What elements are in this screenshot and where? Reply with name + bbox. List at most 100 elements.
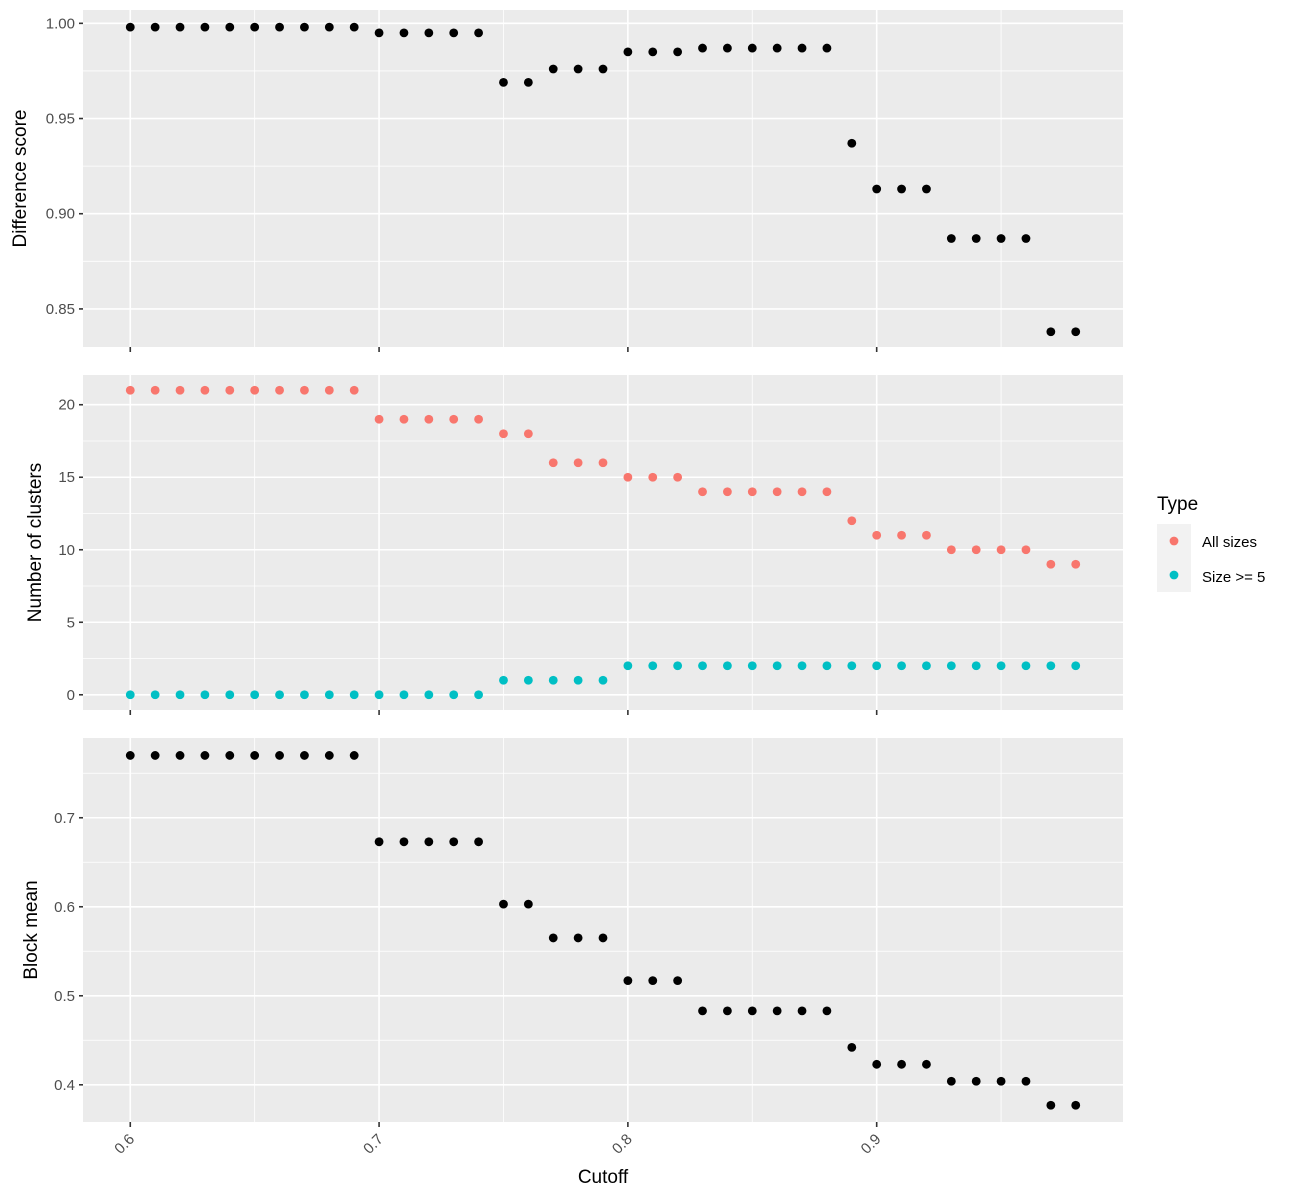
data-point: [374, 414, 384, 424]
data-point: [822, 43, 832, 53]
data-point: [324, 751, 334, 760]
data-point: [349, 385, 359, 395]
data-point: [548, 458, 558, 468]
data-point: [996, 545, 1006, 555]
data-point: [996, 234, 1006, 243]
y-tick-label: 10: [58, 542, 75, 559]
block-mean-panel: 0.4 0.5 0.6 0.7 Block mean: [21, 738, 1123, 1127]
data-point: [1046, 559, 1056, 569]
data-point: [523, 77, 533, 87]
data-point: [673, 976, 683, 986]
data-point: [648, 47, 658, 57]
y-tick-label: 1.00: [46, 15, 75, 32]
data-point: [374, 837, 384, 847]
data-point: [449, 837, 459, 847]
data-point: [175, 690, 185, 700]
legend-title: Type: [1157, 494, 1198, 515]
data-point: [424, 690, 434, 700]
x-axis: 0.6 0.7 0.8 0.9: [111, 1131, 884, 1158]
data-point: [698, 1006, 707, 1016]
data-point: [548, 933, 558, 943]
data-point: [922, 1059, 931, 1069]
number-of-clusters-panel: 0 5 10 15 20 Number of clusters: [25, 375, 1123, 715]
data-point: [623, 47, 633, 57]
data-point: [772, 487, 782, 497]
data-point: [946, 234, 956, 243]
data-point: [847, 138, 857, 148]
y-tick-label: 0.4: [54, 1077, 75, 1094]
data-point: [523, 675, 533, 685]
data-point: [1021, 545, 1031, 555]
panel-background: [83, 738, 1123, 1122]
data-point: [374, 690, 384, 700]
data-point: [1046, 661, 1056, 671]
data-point: [200, 751, 210, 760]
y-tick-label: 0.85: [46, 301, 75, 318]
legend-label-all-sizes: All sizes: [1202, 534, 1257, 551]
panel-background: [83, 10, 1123, 347]
y-tick-label: 0.6: [54, 899, 75, 916]
legend-item-all-sizes: All sizes: [1157, 524, 1257, 558]
data-point: [1046, 1100, 1056, 1110]
data-point: [822, 487, 832, 497]
y-tick-label: 20: [58, 397, 75, 414]
data-point: [449, 414, 459, 424]
data-point: [474, 28, 483, 38]
data-point: [573, 675, 583, 685]
data-point: [996, 661, 1006, 671]
data-point: [324, 385, 334, 395]
data-point: [698, 43, 707, 53]
data-point: [1071, 661, 1081, 671]
data-point: [449, 28, 459, 38]
data-point: [673, 472, 683, 482]
data-point: [598, 675, 608, 685]
data-point: [797, 661, 807, 671]
data-point: [723, 1006, 732, 1016]
data-point: [300, 22, 309, 32]
data-point: [723, 661, 732, 671]
y-tick-label: 5: [67, 614, 75, 631]
y-tick-label: 0: [67, 687, 75, 704]
data-point: [1071, 1100, 1081, 1110]
data-point: [399, 28, 409, 38]
data-point: [872, 661, 882, 671]
data-point: [399, 690, 409, 700]
data-point: [897, 184, 906, 194]
data-point: [424, 837, 434, 847]
data-point: [971, 234, 981, 243]
data-point: [648, 472, 658, 482]
legend-label-size-ge-5: Size >= 5: [1202, 569, 1265, 586]
legend-key-all-sizes-dot: [1169, 536, 1179, 546]
data-point: [399, 414, 409, 424]
data-point: [200, 22, 210, 32]
data-point: [300, 690, 309, 700]
data-point: [250, 22, 260, 32]
data-point: [324, 22, 334, 32]
data-point: [150, 22, 160, 32]
data-point: [449, 690, 459, 700]
data-point: [598, 458, 608, 468]
difference-score-panel: 0.85 0.90 0.95 1.00 Difference score: [10, 10, 1123, 352]
data-point: [673, 661, 683, 671]
data-point: [797, 487, 807, 497]
data-point: [275, 22, 284, 32]
data-point: [872, 184, 882, 194]
data-point: [747, 487, 757, 497]
data-point: [424, 28, 434, 38]
y-tick-label: 0.5: [54, 988, 75, 1005]
data-point: [150, 690, 160, 700]
legend-item-size-ge-5: Size >= 5: [1157, 558, 1265, 592]
data-point: [922, 184, 931, 194]
data-point: [275, 690, 284, 700]
y-tick-label: 15: [58, 469, 75, 486]
data-point: [723, 43, 732, 53]
data-point: [548, 675, 558, 685]
x-tick-label: 0.9: [858, 1131, 885, 1158]
data-point: [200, 690, 210, 700]
data-point: [275, 751, 284, 760]
data-point: [946, 661, 956, 671]
data-point: [424, 414, 434, 424]
data-point: [897, 1059, 906, 1069]
data-point: [897, 530, 906, 540]
